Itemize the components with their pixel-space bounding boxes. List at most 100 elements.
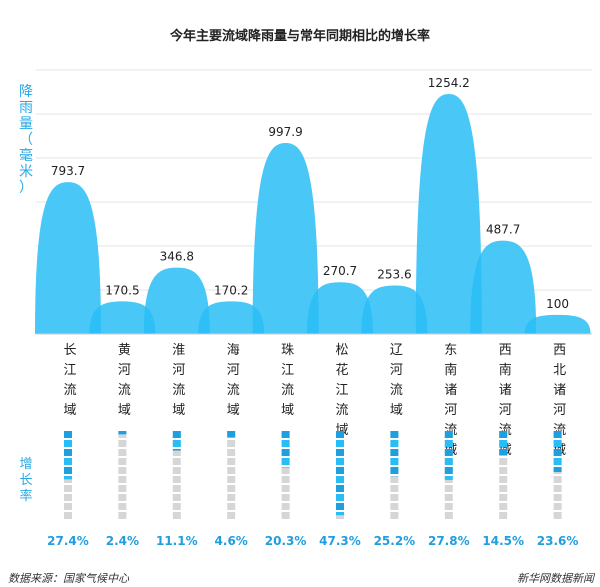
growth-label: 11.1% <box>156 534 198 548</box>
growth-cell <box>281 485 290 492</box>
value-label: 270.7 <box>323 264 357 278</box>
category-label-char: 域 <box>118 403 131 418</box>
growth-cell <box>227 467 236 474</box>
growth-cell <box>553 485 562 492</box>
bar <box>198 301 265 334</box>
growth-cell <box>227 494 236 501</box>
growth-cell <box>64 476 72 483</box>
growth-cell <box>390 485 399 492</box>
bar <box>252 143 319 334</box>
growth-cell-fill <box>390 458 399 465</box>
growth-cell <box>499 503 508 510</box>
bar <box>143 267 210 334</box>
growth-cell-fill <box>553 467 562 473</box>
growth-cell-fill <box>281 440 290 447</box>
growth-cell <box>336 512 344 519</box>
category-label-char: 西 <box>553 343 566 358</box>
growth-cell <box>499 512 508 519</box>
growth-cell-fill <box>281 449 290 456</box>
growth-cell-fill <box>390 449 399 456</box>
growth-cell-fill <box>172 431 181 438</box>
category-label-char: 河 <box>499 403 512 418</box>
growth-cell-fill <box>444 467 453 474</box>
category-label-char: 花 <box>335 362 348 378</box>
value-label: 170.2 <box>214 283 248 297</box>
category-label-char: 河 <box>172 363 185 378</box>
growth-cell <box>553 476 562 483</box>
growth-axis-label-char: 率 <box>19 488 32 504</box>
growth-cell <box>553 512 562 519</box>
growth-cell <box>227 485 236 492</box>
category-label-char: 域 <box>390 403 403 418</box>
growth-cell-fill <box>336 485 344 492</box>
category-label-char: 诸 <box>444 383 457 398</box>
y-axis-label-char: 量 <box>19 116 33 132</box>
growth-cell <box>172 512 181 519</box>
category-label-char: 黄 <box>118 343 131 358</box>
growth-cell <box>499 494 508 501</box>
category-label-char: 河 <box>118 363 131 378</box>
growth-cell <box>172 476 181 483</box>
growth-cell-fill <box>336 503 344 510</box>
bar <box>35 182 101 334</box>
growth-cell-fill <box>336 512 344 516</box>
growth-axis-label-char: 增 <box>19 457 32 472</box>
bar <box>415 94 482 334</box>
growth-cell <box>390 494 399 501</box>
growth-cell <box>281 476 290 483</box>
growth-cell-fill <box>336 467 344 474</box>
growth-cell <box>118 431 127 438</box>
category-label-char: 淮 <box>172 343 185 358</box>
growth-label: 27.8% <box>428 534 470 548</box>
growth-cell <box>64 485 72 492</box>
growth-cell <box>118 449 127 456</box>
growth-cell <box>227 512 236 519</box>
category-label-char: 流 <box>281 383 294 398</box>
growth-cell <box>444 503 453 510</box>
growth-cell <box>118 440 127 447</box>
growth-cell <box>118 485 127 492</box>
growth-cell-fill <box>553 458 562 465</box>
category-label-char: 江 <box>281 363 294 378</box>
value-label: 346.8 <box>160 250 194 264</box>
value-label: 1254.2 <box>428 76 470 90</box>
growth-cell <box>118 494 127 501</box>
growth-cell <box>444 494 453 501</box>
category-label-char: 域 <box>227 403 240 418</box>
growth-cell <box>118 503 127 510</box>
growth-cell-fill <box>390 431 399 438</box>
category-label-char: 江 <box>335 383 348 398</box>
category-label-char: 长 <box>63 343 76 358</box>
growth-cell <box>499 467 508 474</box>
growth-cell <box>227 476 236 483</box>
growth-cell-fill <box>499 431 508 438</box>
growth-cell-fill <box>64 440 72 447</box>
value-label: 170.5 <box>105 283 139 297</box>
chart-title: 今年主要流域降雨量与常年同期相比的增长率 <box>169 28 430 44</box>
growth-cell-fill <box>336 431 344 438</box>
growth-cell-fill <box>172 449 181 451</box>
growth-cell <box>227 440 236 447</box>
growth-cell-fill <box>281 431 290 438</box>
category-label-char: 辽 <box>390 343 403 358</box>
growth-cell <box>499 476 508 483</box>
growth-labels: 27.4% 2.4% 11.1% 4.6% 20.3% 47.3% 25.2% 27.8% 14… <box>47 534 578 548</box>
category-label-char: 流 <box>335 403 348 418</box>
category-label-char: 诸 <box>553 383 566 398</box>
growth-cell-fill <box>336 494 344 501</box>
growth-cell <box>172 467 181 474</box>
growth-cell <box>172 494 181 501</box>
bar <box>361 285 428 334</box>
category-label-char: 北 <box>553 363 566 378</box>
bar <box>524 314 591 334</box>
growth-cell <box>390 476 399 483</box>
growth-cell-fill <box>444 449 453 456</box>
growth-cell-fill <box>336 449 344 456</box>
y-axis-label-char: 毫 <box>19 147 33 164</box>
growth-cell <box>118 476 127 483</box>
growth-cell <box>172 458 181 465</box>
growth-cell-fill <box>172 440 181 447</box>
growth-label: 20.3% <box>265 534 307 548</box>
category-label-char: 流 <box>118 383 131 398</box>
category-label-char: 域 <box>63 403 76 418</box>
